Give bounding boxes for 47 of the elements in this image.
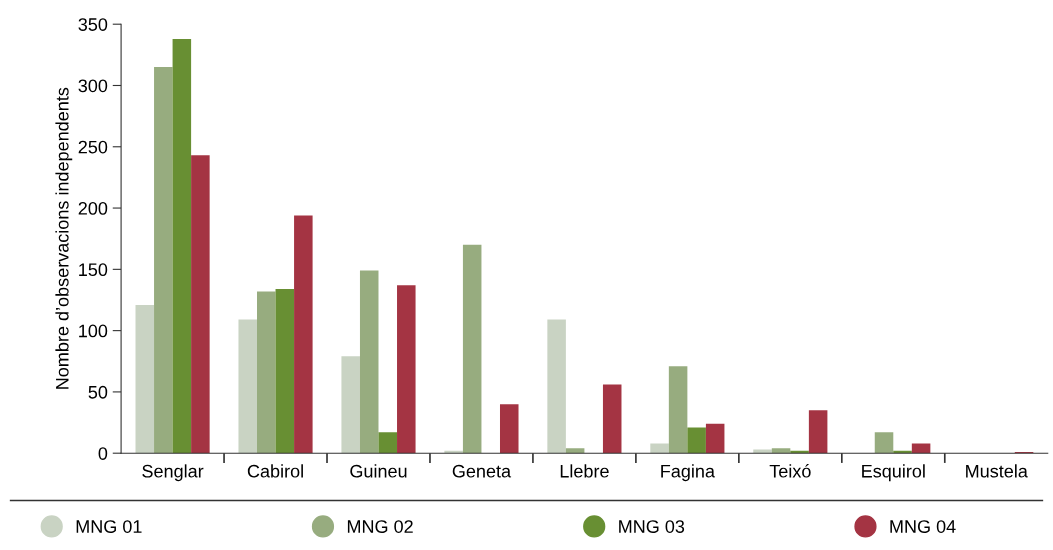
x-tick-label: Esquirol — [862, 464, 925, 482]
bar — [911, 443, 931, 454]
bar — [294, 215, 313, 454]
bar — [359, 270, 379, 454]
bar — [257, 291, 276, 454]
bar — [238, 319, 257, 454]
bar — [172, 38, 192, 454]
x-tick-label: Fagina — [661, 464, 715, 482]
x-tick-label: Teixó — [769, 464, 811, 478]
bar — [275, 288, 295, 454]
x-tick-label: Llebre — [560, 464, 609, 478]
bar — [874, 432, 894, 454]
bar — [154, 67, 173, 454]
bar — [705, 423, 725, 454]
bar — [462, 244, 482, 454]
legend-label: MNG 03 — [619, 520, 685, 533]
bar — [135, 304, 155, 454]
bar — [378, 432, 398, 454]
bar — [687, 427, 706, 454]
legend-label: MNG 04 — [890, 520, 956, 533]
y-tick-label: 150 — [79, 263, 108, 277]
y-tick-label: 300 — [78, 79, 108, 93]
bar — [341, 356, 360, 454]
legend-label: MNG 01 — [76, 520, 142, 533]
x-tick-label: Senglar — [142, 464, 204, 482]
x-tick-label: Geneta — [452, 464, 512, 478]
bar — [602, 384, 622, 454]
bar — [499, 404, 519, 454]
bar — [808, 410, 828, 454]
y-tick-label: 50 — [88, 385, 108, 399]
y-tick-label: 350 — [78, 18, 108, 31]
bar — [547, 319, 566, 454]
bar — [397, 285, 416, 454]
y-tick-label: 100 — [79, 324, 108, 338]
bar — [565, 448, 585, 454]
x-tick-label: Mustela — [966, 464, 1028, 478]
bar — [191, 155, 210, 454]
bar — [650, 443, 669, 454]
legend-label: MNG 02 — [347, 520, 413, 533]
x-tick-label: Guineu — [350, 464, 407, 478]
x-tick-label: Cabirol — [247, 464, 303, 478]
y-tick-label: 250 — [78, 140, 108, 154]
y-axis-title: Nombre d’observacions independents — [55, 87, 73, 389]
bar — [668, 366, 688, 454]
y-tick-label: 0 — [98, 447, 108, 460]
bar — [771, 448, 791, 454]
y-tick-label: 200 — [78, 201, 108, 215]
